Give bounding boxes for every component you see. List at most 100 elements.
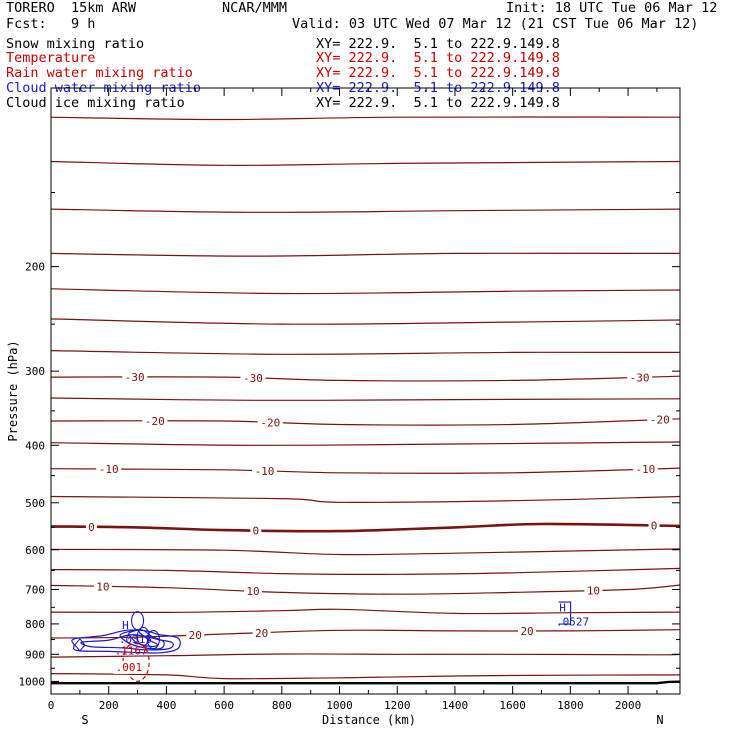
field-name-cloud-ice: Cloud ice mixing ratio bbox=[6, 95, 185, 111]
isotherm-label: 20 bbox=[520, 625, 533, 638]
isotherm-label: 20 bbox=[255, 627, 268, 640]
isotherm-2 bbox=[50, 208, 681, 213]
field-name-temperature: Temperature bbox=[6, 50, 96, 66]
isotherm-label: -20 bbox=[650, 414, 670, 427]
isotherm-label: 10 bbox=[587, 584, 600, 597]
isotherm-label-bg bbox=[648, 519, 660, 532]
isotherm-label: -30 bbox=[630, 371, 650, 384]
isotherm-label: -20 bbox=[145, 415, 165, 428]
isotherm-5 bbox=[50, 318, 681, 325]
isotherm-label-bg bbox=[93, 580, 112, 593]
max-symbol: H bbox=[122, 619, 129, 632]
rain-contour-label: .001 bbox=[116, 661, 143, 674]
cloud-water-cell-east bbox=[558, 601, 572, 625]
init-time: Init: 18 UTC Tue 06 Mar 12 bbox=[506, 0, 718, 16]
x-tick-label: 800 bbox=[272, 699, 292, 712]
isotherm-4 bbox=[50, 288, 681, 295]
isotherm-label-bg bbox=[647, 413, 673, 426]
forecast-hour: Fcst: 9 h bbox=[6, 16, 96, 32]
rain-contour: .001 bbox=[112, 643, 150, 683]
isotherm-16 bbox=[50, 584, 681, 595]
surface-pressure-line bbox=[51, 680, 681, 685]
temperature-isotherms bbox=[50, 116, 681, 680]
center-title: NCAR/MMM bbox=[222, 0, 288, 16]
cloud-water-cell-2 bbox=[146, 629, 160, 650]
isotherm-10 bbox=[50, 441, 681, 446]
cloud-water-cell-west bbox=[74, 638, 86, 652]
isotherm-label: -20 bbox=[260, 416, 280, 429]
isotherm-15 bbox=[50, 567, 681, 575]
x-axis-label: Distance (km) bbox=[322, 713, 416, 727]
isotherm-label: -10 bbox=[99, 463, 119, 476]
y-axis-label: Pressure (hPa) bbox=[6, 340, 20, 441]
max-value: .0527 bbox=[556, 616, 589, 629]
isotherm-7 bbox=[50, 375, 681, 382]
x-tick-label: 1400 bbox=[442, 699, 469, 712]
isotherm-0 bbox=[50, 116, 681, 121]
isotherm-label: -10 bbox=[635, 463, 655, 476]
isotherm-13 bbox=[50, 522, 681, 533]
y-tick-label: 200 bbox=[25, 261, 45, 274]
field-xsec-rain: XY= 222.9. 5.1 to 222.9.149.8 bbox=[316, 65, 560, 81]
isotherm-19 bbox=[50, 653, 681, 658]
y-tick-label: 300 bbox=[25, 365, 45, 378]
isotherm-label-bg bbox=[252, 626, 271, 639]
max-value: .1167 bbox=[115, 645, 148, 658]
y-tick-label: 600 bbox=[25, 544, 45, 557]
isotherm-label-bg bbox=[584, 584, 603, 597]
field-xsec-snow: XY= 222.9. 5.1 to 222.9.149.8 bbox=[316, 36, 560, 52]
y-tick-label: 500 bbox=[25, 497, 45, 510]
isotherm-8 bbox=[50, 397, 681, 401]
model-title: TORERO 15km ARW bbox=[6, 0, 137, 16]
isotherm-label-bg bbox=[96, 463, 122, 476]
contour-labels: -30 -30 -30 -20 -20 -20 -10 -10 -10 0 0 0 10 10 10 20 20… bbox=[85, 371, 673, 658]
isotherm-label: 10 bbox=[96, 580, 109, 593]
field-name-snow: Snow mixing ratio bbox=[6, 36, 145, 52]
isotherm-17 bbox=[50, 608, 681, 615]
isotherm-label: 0 bbox=[651, 520, 658, 533]
x-tick-label: 1600 bbox=[499, 699, 526, 712]
isotherm-label-bg bbox=[142, 414, 168, 427]
cloud-water-cell-0 bbox=[131, 611, 145, 631]
isotherm-label-bg bbox=[240, 371, 266, 384]
x-tick-label: 600 bbox=[214, 699, 234, 712]
x-tick-label: 1000 bbox=[326, 699, 353, 712]
isotherm-label-bg bbox=[257, 416, 283, 429]
isotherm-label-bg bbox=[85, 520, 97, 533]
field-name-rain: Rain water mixing ratio bbox=[6, 65, 193, 81]
isotherm-20 bbox=[50, 673, 681, 680]
plot-frame bbox=[50, 87, 681, 695]
y-tick-label: 700 bbox=[25, 584, 45, 597]
field-xsec-temperature: XY= 222.9. 5.1 to 222.9.149.8 bbox=[316, 50, 560, 66]
isotherm-label-bg bbox=[243, 585, 262, 598]
isotherm-6 bbox=[50, 350, 681, 355]
isotherm-label: 10 bbox=[246, 585, 259, 598]
isotherm-14 bbox=[50, 548, 681, 556]
isotherm-label-bg bbox=[186, 629, 205, 642]
isotherm-label-bg bbox=[250, 524, 262, 537]
isotherm-label: 0 bbox=[88, 521, 95, 534]
isotherm-12 bbox=[50, 495, 681, 503]
isotherm-label-bg bbox=[627, 371, 653, 384]
x-tick-label: 400 bbox=[156, 699, 176, 712]
isotherm-label: -30 bbox=[243, 372, 263, 385]
isotherm-label-bg bbox=[252, 464, 278, 477]
x-tick-label: 1200 bbox=[384, 699, 411, 712]
cloud-water-contour-0 bbox=[71, 629, 181, 654]
x-tick-label: 200 bbox=[99, 699, 119, 712]
isotherm-label: 20 bbox=[189, 629, 202, 642]
isotherm-label: 0 bbox=[253, 524, 260, 537]
axis-end-north: N bbox=[656, 713, 663, 727]
x-tick-label: 1800 bbox=[557, 699, 584, 712]
y-tick-label: 800 bbox=[25, 618, 45, 631]
y-tick-label: 1000 bbox=[19, 675, 46, 688]
field-xsec-cloud-ice: XY= 222.9. 5.1 to 222.9.149.8 bbox=[316, 95, 560, 111]
rain-label-bg bbox=[112, 660, 145, 674]
y-tick-label: 900 bbox=[25, 648, 45, 661]
cloud-water-contour-1 bbox=[80, 634, 174, 651]
valid-time: Valid: 03 UTC Wed 07 Mar 12 (21 CST Tue … bbox=[292, 16, 699, 32]
x-tick-label: 2000 bbox=[615, 699, 642, 712]
y-tick-label: 400 bbox=[25, 439, 45, 452]
